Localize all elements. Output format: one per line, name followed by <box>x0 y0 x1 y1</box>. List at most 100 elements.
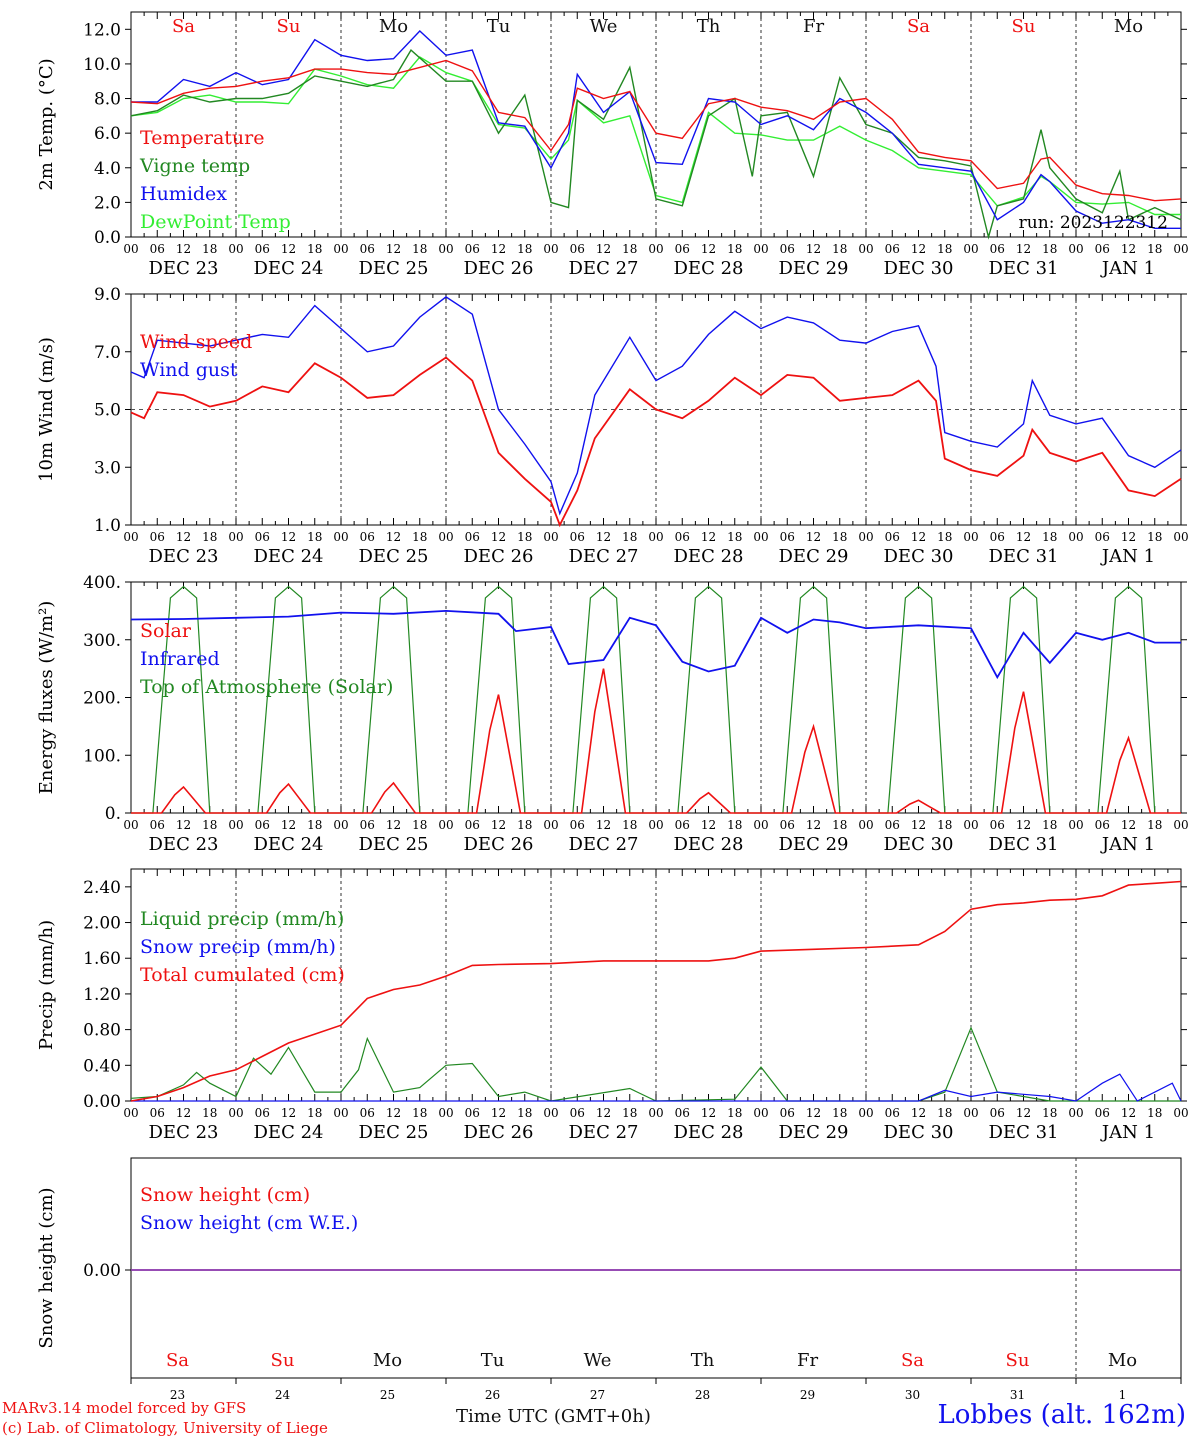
y-tick-label: 5.0 <box>94 401 121 421</box>
hour-tick-label: 18 <box>412 242 427 256</box>
legend-temperature: Temperature <box>140 127 264 149</box>
hour-tick-label: 00 <box>333 530 348 544</box>
legend-vigne-temp: Vigne temp <box>139 155 250 177</box>
date-label: JAN 1 <box>1100 258 1155 279</box>
date-label: DEC 31 <box>989 546 1059 567</box>
day-name: Mo <box>1114 16 1143 37</box>
hour-tick-label: 00 <box>1068 242 1083 256</box>
hour-tick-label: 18 <box>202 818 217 832</box>
date-label: DEC 27 <box>569 834 639 855</box>
hour-tick-label: 18 <box>727 818 742 832</box>
date-label: DEC 29 <box>779 258 849 279</box>
date-label: DEC 24 <box>254 1122 324 1143</box>
legend-wind-speed: Wind speed <box>140 331 252 353</box>
hour-tick-label: 18 <box>412 1106 427 1120</box>
day-name: Fr <box>797 1350 818 1371</box>
series-line-speed <box>130 356 1182 528</box>
series-line-2 <box>130 49 1182 240</box>
hour-tick-label: 18 <box>202 242 217 256</box>
hour-tick-label: 00 <box>333 818 348 832</box>
hour-tick-label: 18 <box>1147 242 1162 256</box>
legend-total-cumulated-cm-: Total cumulated (cm) <box>140 964 345 986</box>
hour-tick-label: 18 <box>307 242 322 256</box>
date-label: JAN 1 <box>1100 834 1155 855</box>
day-name: Fr <box>803 16 824 37</box>
hour-tick-label: 00 <box>333 1106 348 1120</box>
day-name: We <box>590 16 618 37</box>
hour-tick-label: 06 <box>1095 1106 1110 1120</box>
date-label: DEC 29 <box>779 1122 849 1143</box>
hour-tick-label: 12 <box>491 818 506 832</box>
hour-tick-label: 06 <box>675 242 690 256</box>
run-label: run: 2023122312 <box>1019 213 1168 233</box>
y-tick-label: 9.0 <box>94 285 121 305</box>
time-axis-label: Time UTC (GMT+0h) <box>456 1406 651 1427</box>
hour-tick-label: 06 <box>150 1106 165 1120</box>
hour-tick-label: 18 <box>937 1106 952 1120</box>
hour-tick-label: 18 <box>1042 818 1057 832</box>
hour-tick-label: 06 <box>255 242 270 256</box>
hour-tick-label: 00 <box>228 818 243 832</box>
date-label: DEC 24 <box>254 546 324 567</box>
hour-tick-label: 18 <box>832 1106 847 1120</box>
day-number: 27 <box>590 1388 605 1402</box>
legend-wind-gust: Wind gust <box>140 359 238 381</box>
date-label: DEC 30 <box>884 258 954 279</box>
y-tick-label: 0.00 <box>83 1261 121 1281</box>
date-label: DEC 29 <box>779 546 849 567</box>
hour-tick-label: 12 <box>806 242 821 256</box>
hour-tick-label: 12 <box>596 242 611 256</box>
hour-tick-label: 06 <box>465 818 480 832</box>
hour-tick-label: 12 <box>1121 818 1136 832</box>
hour-tick-label: 18 <box>307 530 322 544</box>
panel-4: 00 06 12 18 00 06 12 18 00 06 12 18 00 06 12 18 00 06 12 18… <box>36 868 1189 1143</box>
date-label: DEC 26 <box>464 258 534 279</box>
y-tick-label: 6.0 <box>94 124 121 144</box>
day-name: Mo <box>373 1350 402 1371</box>
hour-tick-label: 00 <box>438 530 453 544</box>
date-label: DEC 28 <box>674 1122 744 1143</box>
hour-tick-label: 00 <box>963 242 978 256</box>
hour-tick-label: 18 <box>517 1106 532 1120</box>
hour-tick-label: 18 <box>727 530 742 544</box>
hour-tick-label: 06 <box>990 242 1005 256</box>
day-name: Sa <box>166 1350 189 1371</box>
hour-tick-label: 12 <box>281 242 296 256</box>
day-name: Su <box>1012 16 1036 37</box>
day-name: Su <box>1006 1350 1030 1371</box>
legend-solar: Solar <box>140 620 192 642</box>
hour-tick-label: 06 <box>255 1106 270 1120</box>
y-tick-label: 2.0 <box>94 193 121 213</box>
hour-tick-label: 00 <box>228 242 243 256</box>
panel-5: Snow height (cm) 0.00 Snow height (cm) Snow… <box>36 1157 1182 1402</box>
hour-tick-label: 06 <box>570 1106 585 1120</box>
series-line-snow <box>131 1073 1182 1102</box>
y-tick-label: 4.0 <box>94 159 121 179</box>
hour-tick-label: 00 <box>963 1106 978 1120</box>
hour-tick-label: 18 <box>937 818 952 832</box>
hour-tick-label: 12 <box>176 242 191 256</box>
series-line-gust <box>130 296 1182 516</box>
day-name: Su <box>271 1350 295 1371</box>
hour-tick-label: 12 <box>386 242 401 256</box>
hour-tick-label: 06 <box>780 818 795 832</box>
hour-tick-label: 00 <box>1068 818 1083 832</box>
y-tick-label: 7.0 <box>94 343 121 363</box>
hour-tick-label: 18 <box>1042 1106 1057 1120</box>
date-label: DEC 23 <box>149 834 219 855</box>
date-label: DEC 25 <box>359 834 429 855</box>
y-axis-label: Energy fluxes (W/m²) <box>36 601 57 795</box>
day-name: Sa <box>172 16 195 37</box>
hour-tick-label: 18 <box>727 242 742 256</box>
legend-infrared: Infrared <box>140 648 220 670</box>
hour-tick-label: 06 <box>360 242 375 256</box>
y-axis-label: Precip (mm/h) <box>36 920 57 1050</box>
hour-tick-label: 18 <box>832 530 847 544</box>
y-tick-label: 200. <box>83 689 121 709</box>
hour-tick-label: 12 <box>701 818 716 832</box>
date-label: DEC 28 <box>674 546 744 567</box>
date-label: DEC 31 <box>989 258 1059 279</box>
date-label: DEC 28 <box>674 834 744 855</box>
y-tick-label: 1.20 <box>83 985 121 1005</box>
hour-tick-label: 18 <box>1147 818 1162 832</box>
